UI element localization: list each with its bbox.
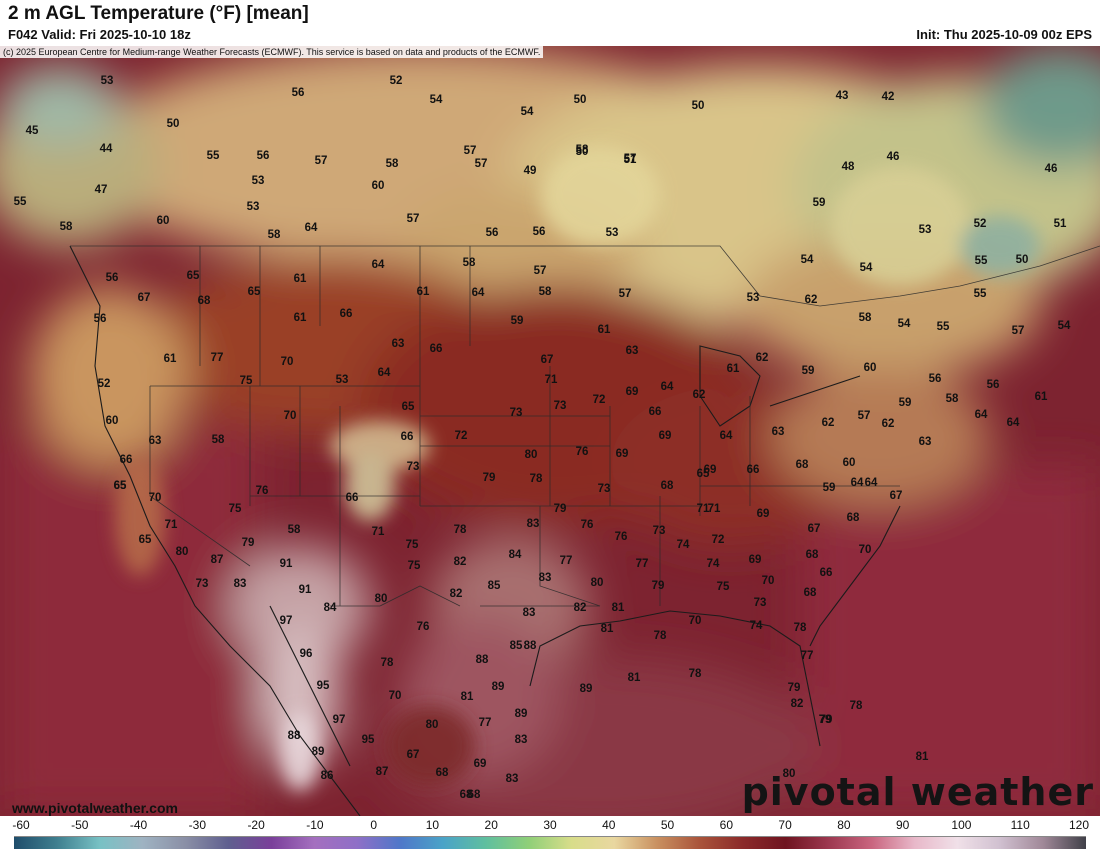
map-background (0, 46, 1100, 816)
temperature-colorbar: -60 -50 -40 -30 -20 -10 0 10 20 30 40 50 60 70 80 90 100… (0, 816, 1100, 850)
map-title: 2 m AGL Temperature (°F) [mean] (8, 3, 309, 24)
brand-logo: pivotal weather (741, 770, 1094, 814)
colorbar-tick-label: -50 (71, 818, 89, 832)
colorbar-tick-label: 0 (370, 818, 377, 832)
valid-time: F042 Valid: Fri 2025-10-10 18z (8, 27, 191, 42)
colorbar-tick-label: 60 (719, 818, 734, 832)
colorbar-tick-label: 20 (484, 818, 498, 832)
temperature-map[interactable]: (c) 2025 European Centre for Medium-rang… (0, 46, 1100, 816)
copyright-notice: (c) 2025 European Centre for Medium-rang… (0, 46, 544, 58)
colorbar-tick-label: -20 (247, 818, 265, 832)
colorbar-tick-label: 40 (602, 818, 616, 832)
colorbar-strip (14, 836, 1086, 849)
colorbar-tick-label: -60 (12, 818, 30, 832)
colorbar-tick-label: 30 (543, 818, 557, 832)
colorbar-tick-label: 120 (1068, 818, 1090, 832)
site-watermark[interactable]: www.pivotalweather.com (12, 800, 178, 816)
colorbar-tick-label: 100 (951, 818, 972, 832)
colorbar-tick-label: 110 (1010, 818, 1030, 832)
colorbar-tick-label: -30 (188, 818, 206, 832)
init-time: Init: Thu 2025-10-09 00z EPS (916, 27, 1092, 42)
map-header: 2 m AGL Temperature (°F) [mean] F042 Val… (0, 0, 1100, 46)
colorbar-tick-label: 80 (837, 818, 851, 832)
colorbar-tick-label: -40 (129, 818, 148, 832)
colorbar-tick-label: 50 (660, 818, 675, 832)
colorbar-tick-label: 10 (425, 818, 440, 832)
colorbar-tick-label: -10 (306, 818, 324, 832)
colorbar-tick-label: 90 (895, 818, 910, 832)
colorbar-tick-label: 70 (778, 818, 792, 832)
